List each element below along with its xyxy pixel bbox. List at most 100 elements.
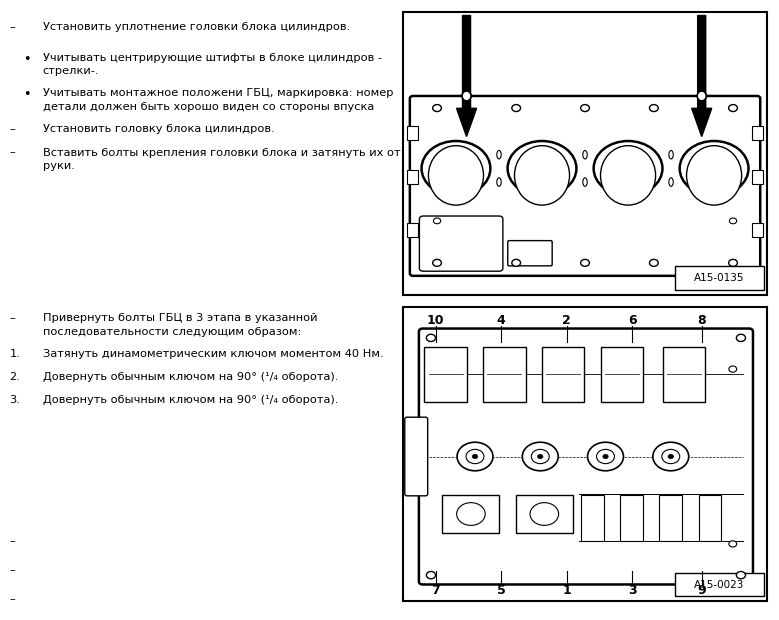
Ellipse shape <box>669 151 673 159</box>
Ellipse shape <box>514 146 569 205</box>
Text: последовательности следующим образом:: последовательности следующим образом: <box>43 327 301 337</box>
Circle shape <box>512 259 520 267</box>
Circle shape <box>530 503 559 525</box>
Text: Учитывать центрирующие штифты в блоке цилиндров -: Учитывать центрирующие штифты в блоке ци… <box>43 53 382 63</box>
Ellipse shape <box>686 146 742 205</box>
Text: 2: 2 <box>562 314 571 327</box>
Text: Вставить болты крепления головки блока и затянуть их от: Вставить болты крепления головки блока и… <box>43 148 400 157</box>
Bar <box>659 495 682 541</box>
Bar <box>601 347 643 402</box>
Circle shape <box>650 105 658 112</box>
Circle shape <box>668 454 674 459</box>
Text: –: – <box>9 148 15 157</box>
Text: детали должен быть хорошо виден со стороны впуска: детали должен быть хорошо виден со сторо… <box>43 102 374 112</box>
Text: 7: 7 <box>432 584 440 596</box>
Circle shape <box>456 503 485 525</box>
Bar <box>752 223 763 237</box>
FancyBboxPatch shape <box>508 241 552 266</box>
Text: Довернуть обычным ключом на 90° (¹/₄ оборота).: Довернуть обычным ключом на 90° (¹/₄ обо… <box>43 372 338 382</box>
FancyBboxPatch shape <box>405 417 428 496</box>
FancyBboxPatch shape <box>419 216 503 271</box>
Bar <box>407 223 418 237</box>
Circle shape <box>432 105 442 112</box>
Ellipse shape <box>497 178 501 187</box>
Text: 1.: 1. <box>9 349 20 359</box>
Circle shape <box>432 259 442 267</box>
Circle shape <box>538 454 543 459</box>
Text: 6: 6 <box>628 314 636 327</box>
Text: Установить уплотнение головки блока цилиндров.: Установить уплотнение головки блока цили… <box>43 22 350 32</box>
Circle shape <box>736 572 746 578</box>
Text: 5: 5 <box>497 584 506 596</box>
Bar <box>516 495 573 533</box>
Bar <box>620 495 643 541</box>
Ellipse shape <box>669 178 673 187</box>
Ellipse shape <box>583 178 587 187</box>
Circle shape <box>466 450 484 464</box>
Polygon shape <box>692 16 712 136</box>
Ellipse shape <box>601 146 656 205</box>
Circle shape <box>508 141 576 196</box>
Bar <box>403 12 767 294</box>
Circle shape <box>729 218 737 224</box>
Bar <box>675 266 764 290</box>
Bar <box>425 347 467 402</box>
Circle shape <box>522 442 559 471</box>
Bar <box>442 495 499 533</box>
Circle shape <box>512 105 520 112</box>
Circle shape <box>426 572 435 578</box>
Text: –: – <box>9 22 15 32</box>
Text: 3.: 3. <box>9 395 20 405</box>
Text: 4: 4 <box>497 314 506 327</box>
Text: Довернуть обычным ключом на 90° (¹/₄ оборота).: Довернуть обычным ключом на 90° (¹/₄ обо… <box>43 395 338 405</box>
Circle shape <box>736 334 746 342</box>
Text: 9: 9 <box>697 584 706 596</box>
Circle shape <box>472 454 478 459</box>
Text: 2.: 2. <box>9 372 20 382</box>
Circle shape <box>421 141 491 196</box>
Bar <box>483 347 526 402</box>
Text: Привернуть болты ГБЦ в 3 этапа в указанной: Привернуть болты ГБЦ в 3 этапа в указанн… <box>43 313 317 323</box>
Text: руки.: руки. <box>43 161 75 171</box>
Text: Затянуть динамометрическим ключом моментом 40 Нм.: Затянуть динамометрическим ключом момент… <box>43 349 383 359</box>
FancyBboxPatch shape <box>410 96 760 276</box>
Circle shape <box>729 366 737 372</box>
Circle shape <box>603 454 608 459</box>
Circle shape <box>457 442 493 471</box>
Circle shape <box>594 141 662 196</box>
Bar <box>663 347 705 402</box>
Bar <box>752 170 763 184</box>
Bar <box>675 573 764 596</box>
Text: –: – <box>9 565 15 575</box>
FancyBboxPatch shape <box>419 329 753 585</box>
Circle shape <box>653 442 689 471</box>
Circle shape <box>728 259 738 267</box>
Text: Учитывать монтажное положени ГБЦ, маркировка: номер: Учитывать монтажное положени ГБЦ, маркир… <box>43 88 393 98</box>
Text: –: – <box>9 124 15 134</box>
Bar <box>542 347 584 402</box>
Text: –: – <box>9 536 15 546</box>
Bar <box>407 170 418 184</box>
Bar <box>699 495 721 541</box>
Ellipse shape <box>428 146 484 205</box>
Circle shape <box>580 259 590 267</box>
Ellipse shape <box>583 151 587 159</box>
Ellipse shape <box>497 151 501 159</box>
Text: A15-0023: A15-0023 <box>694 580 745 590</box>
Ellipse shape <box>462 91 471 101</box>
Text: 3: 3 <box>628 584 636 596</box>
Circle shape <box>729 541 737 547</box>
Circle shape <box>650 259 658 267</box>
Text: –: – <box>9 313 15 323</box>
Circle shape <box>580 105 590 112</box>
Text: •: • <box>23 88 31 101</box>
Circle shape <box>679 141 749 196</box>
Bar <box>407 126 418 141</box>
Circle shape <box>587 442 623 471</box>
Text: •: • <box>23 53 31 66</box>
Circle shape <box>728 105 738 112</box>
Text: стрелки-.: стрелки-. <box>43 66 100 76</box>
Bar <box>752 126 763 141</box>
Circle shape <box>426 334 435 342</box>
Ellipse shape <box>697 91 707 101</box>
